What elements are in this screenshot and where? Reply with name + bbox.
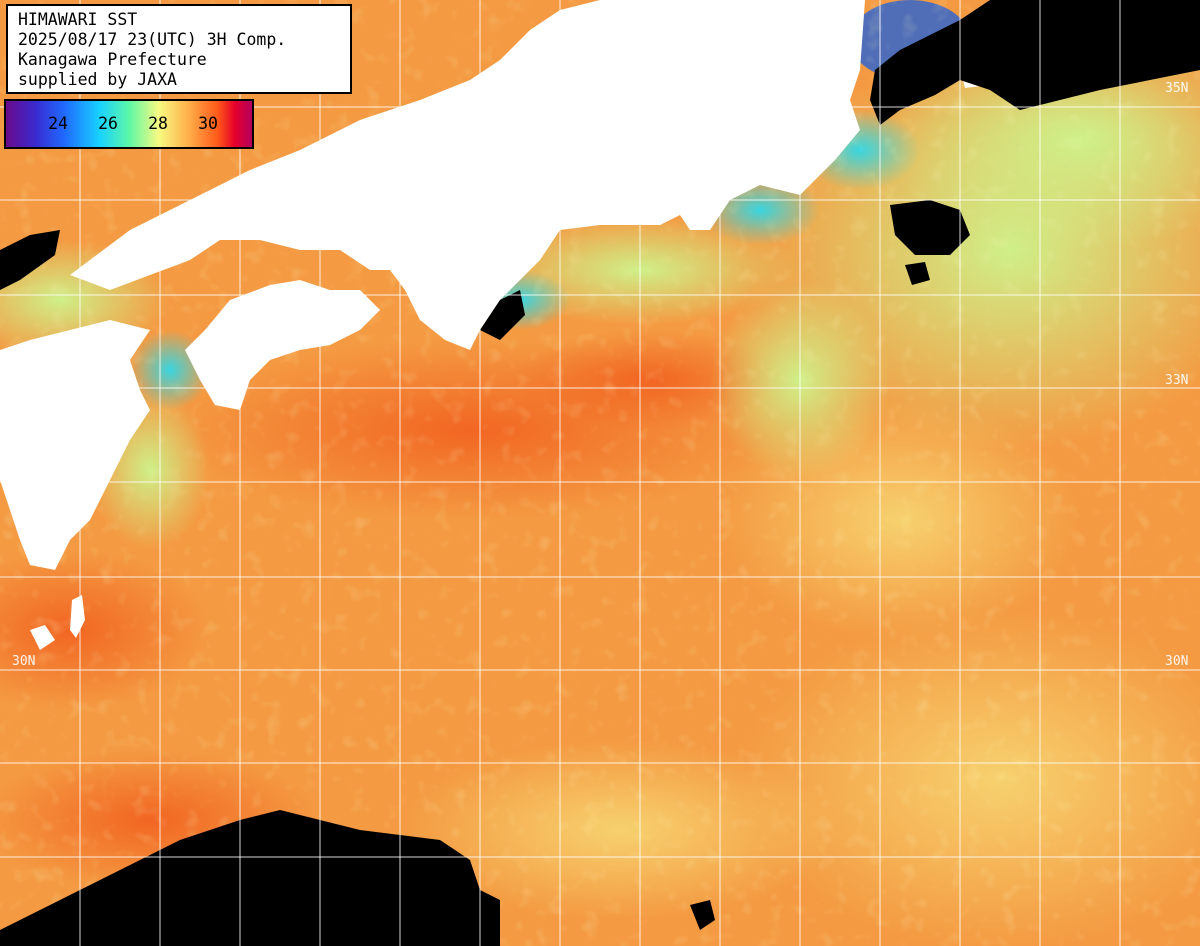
map-prefecture: Kanagawa Prefecture bbox=[18, 50, 207, 69]
map-title: HIMAWARI SST bbox=[18, 10, 138, 29]
lat-label-33n: 33N bbox=[1165, 373, 1189, 388]
colorbar-tick: 26 bbox=[98, 114, 118, 133]
lat-label-35n: 35N bbox=[1165, 81, 1189, 96]
colorbar-tick: 28 bbox=[148, 114, 168, 133]
lat-label-30n-right: 30N bbox=[1165, 654, 1189, 669]
lat-label-30n-left: 30N bbox=[12, 654, 36, 669]
colorbar-tick: 30 bbox=[198, 114, 218, 133]
colorbar-tick: 24 bbox=[48, 114, 68, 133]
map-datetime: 2025/08/17 23(UTC) 3H Comp. bbox=[18, 30, 287, 49]
land bbox=[0, 0, 990, 650]
sst-colorbar: 24 26 28 30 bbox=[4, 99, 254, 149]
map-supplier: supplied by JAXA bbox=[18, 70, 177, 89]
info-box: HIMAWARI SST 2025/08/17 23(UTC) 3H Comp.… bbox=[6, 4, 352, 94]
